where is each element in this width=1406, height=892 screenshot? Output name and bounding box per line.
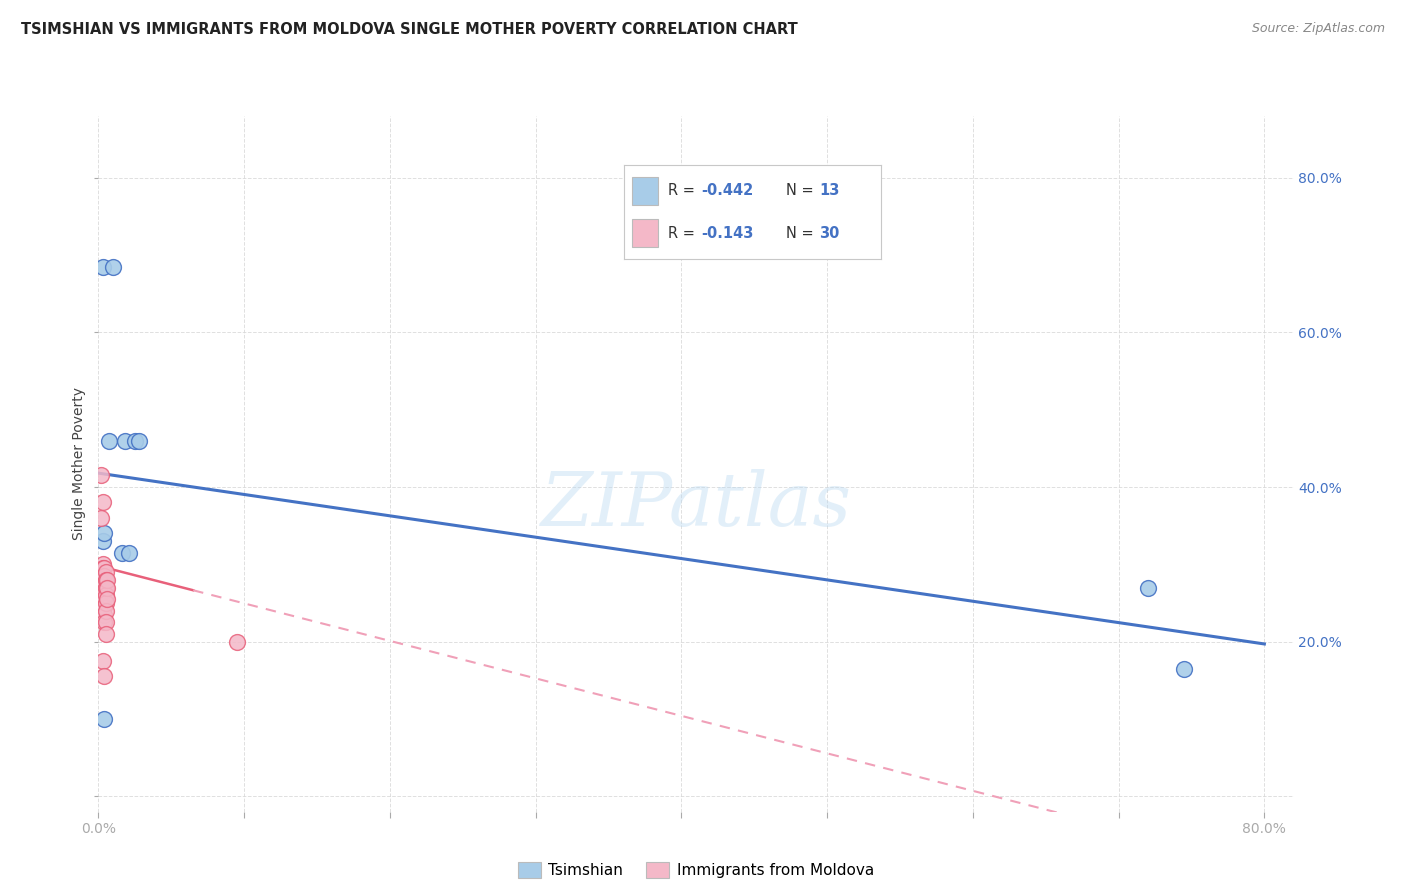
- Text: -0.442: -0.442: [702, 184, 754, 198]
- Text: N =: N =: [786, 184, 818, 198]
- Point: [93, 615, 115, 630]
- Y-axis label: Single Mother Poverty: Single Mother Poverty: [72, 387, 86, 541]
- Point: [94, 581, 117, 595]
- Point: [1136, 581, 1159, 595]
- Point: [91, 561, 114, 575]
- Text: N =: N =: [786, 226, 818, 241]
- Point: [96, 581, 118, 595]
- Text: 30: 30: [820, 226, 839, 241]
- Point: [93, 607, 115, 622]
- Point: [118, 546, 141, 560]
- Point: [93, 569, 115, 583]
- Point: [90, 511, 112, 525]
- Point: [94, 615, 117, 630]
- Point: [91, 534, 114, 549]
- Point: [93, 592, 115, 607]
- Point: [91, 584, 114, 599]
- Point: [128, 434, 150, 448]
- Point: [94, 627, 117, 641]
- Point: [94, 588, 117, 602]
- Text: TSIMSHIAN VS IMMIGRANTS FROM MOLDOVA SINGLE MOTHER POVERTY CORRELATION CHART: TSIMSHIAN VS IMMIGRANTS FROM MOLDOVA SIN…: [21, 22, 797, 37]
- Point: [1173, 662, 1195, 676]
- Point: [93, 561, 115, 575]
- Point: [91, 654, 114, 668]
- Point: [94, 565, 117, 579]
- Point: [94, 573, 117, 587]
- Point: [91, 576, 114, 591]
- Point: [90, 468, 112, 483]
- Point: [93, 526, 115, 541]
- Point: [111, 546, 134, 560]
- Text: ZIPatlas: ZIPatlas: [540, 469, 852, 541]
- Point: [124, 434, 146, 448]
- Point: [93, 599, 115, 614]
- Point: [94, 604, 117, 618]
- Point: [114, 434, 136, 448]
- Point: [94, 596, 117, 610]
- Point: [225, 634, 247, 648]
- Legend: Tsimshian, Immigrants from Moldova: Tsimshian, Immigrants from Moldova: [512, 856, 880, 884]
- Point: [93, 584, 115, 599]
- Bar: [631, 219, 658, 247]
- Point: [93, 712, 115, 726]
- Text: Source: ZipAtlas.com: Source: ZipAtlas.com: [1251, 22, 1385, 36]
- Point: [96, 573, 118, 587]
- Text: R =: R =: [668, 226, 699, 241]
- Point: [91, 569, 114, 583]
- Point: [93, 669, 115, 683]
- Bar: [631, 177, 658, 205]
- Point: [91, 495, 114, 509]
- Point: [101, 260, 124, 274]
- Text: 13: 13: [820, 184, 839, 198]
- Text: R =: R =: [668, 184, 699, 198]
- Point: [91, 558, 114, 572]
- Point: [97, 434, 120, 448]
- Text: -0.143: -0.143: [702, 226, 754, 241]
- Point: [93, 576, 115, 591]
- Point: [91, 260, 114, 274]
- Point: [96, 592, 118, 607]
